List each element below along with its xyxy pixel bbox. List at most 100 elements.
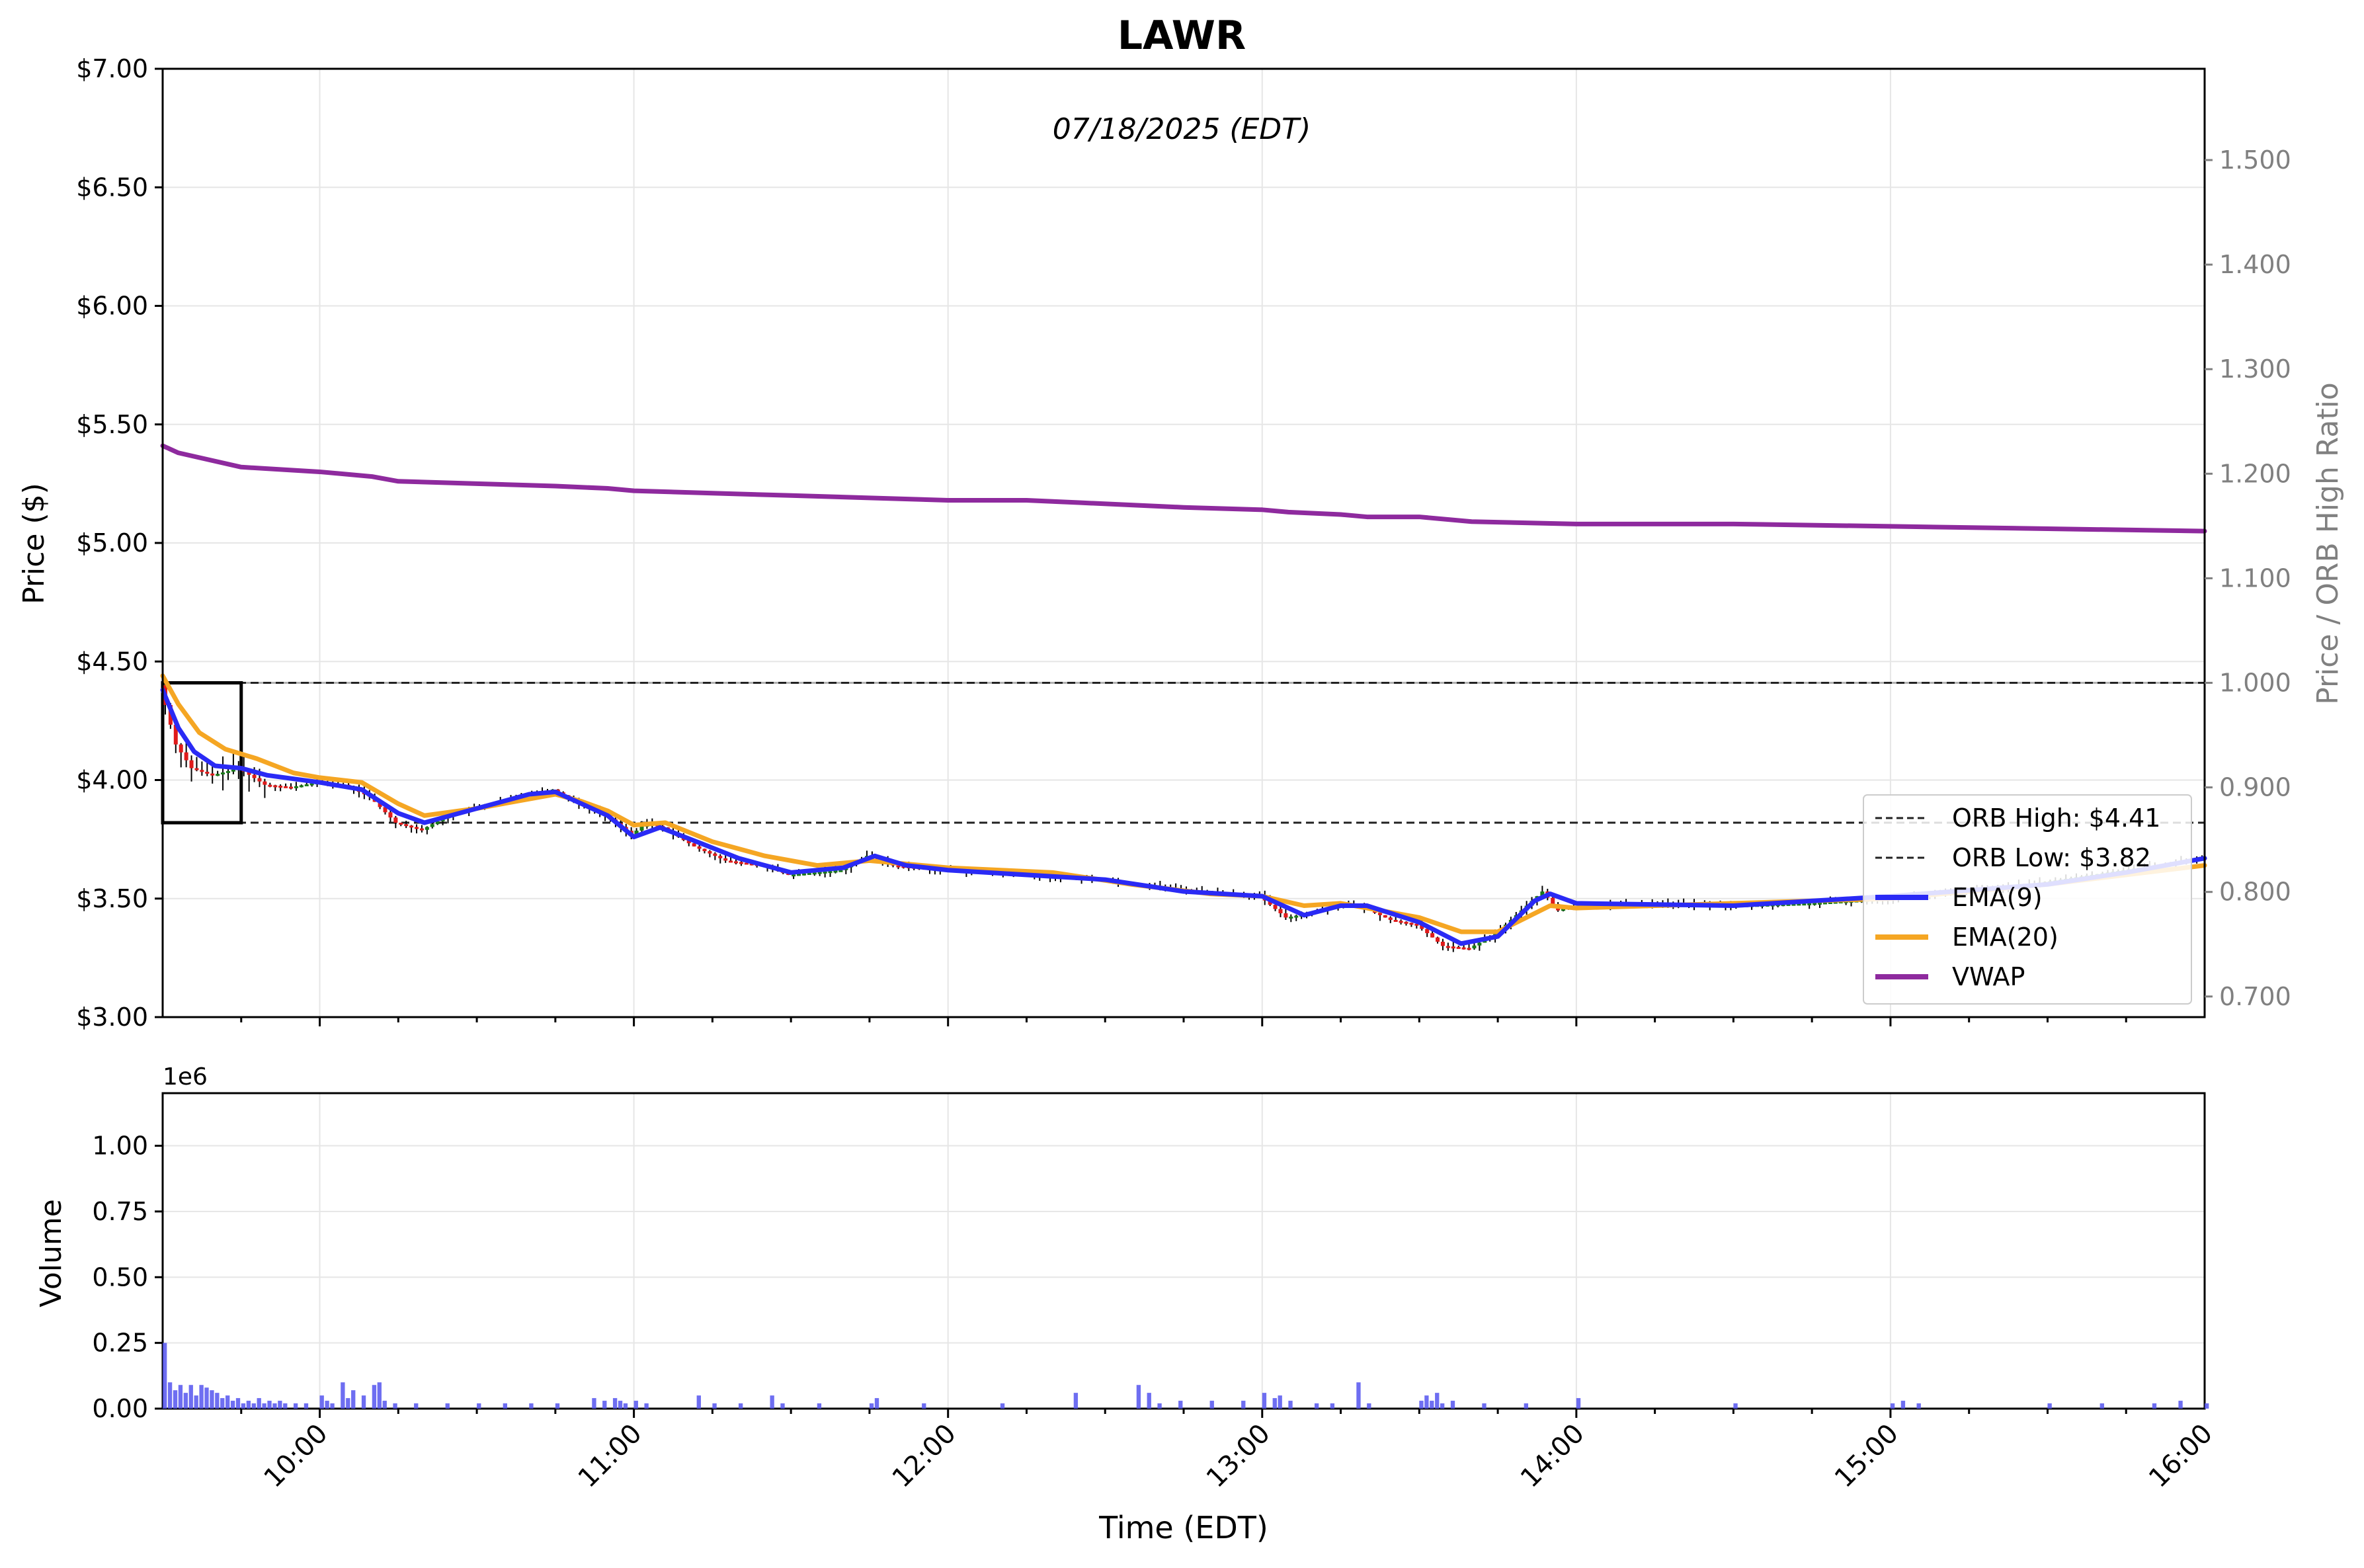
- candle-down: [1430, 933, 1435, 938]
- candle-down: [252, 774, 257, 778]
- volume-bar: [183, 1393, 188, 1409]
- candle-up: [833, 870, 838, 873]
- volume-bar: [555, 1403, 560, 1409]
- volume-bar: [1435, 1393, 1440, 1409]
- candle-down: [1551, 897, 1555, 905]
- candle-down: [173, 724, 178, 745]
- price-tick-label: $7.00: [76, 54, 148, 83]
- volume-bar: [1241, 1401, 1246, 1409]
- volume-bar: [225, 1395, 230, 1409]
- candle-up: [1294, 915, 1299, 918]
- candle-down: [273, 785, 278, 788]
- volume-bar: [251, 1403, 256, 1409]
- candle-up: [823, 871, 827, 874]
- volume-bar: [235, 1398, 241, 1409]
- candle-down: [288, 786, 293, 789]
- volume-bar: [869, 1403, 874, 1409]
- candle-up: [231, 769, 235, 772]
- volume-bar: [1356, 1382, 1361, 1409]
- candle-up: [1807, 903, 1812, 905]
- candle-down: [1388, 917, 1393, 921]
- volume-bar: [1147, 1393, 1151, 1409]
- candle-down: [713, 853, 717, 856]
- legend-orb-low-label: ORB Low: $3.82: [1952, 843, 2151, 872]
- vwap-line: [160, 443, 2207, 534]
- volume-bar: [194, 1395, 198, 1409]
- candle-up: [792, 874, 796, 877]
- legend: ORB High: $4.41 ORB Low: $3.82 EMA(9) EM…: [1863, 794, 2192, 1005]
- candle-up: [828, 871, 833, 874]
- candle-up: [216, 774, 220, 776]
- volume-bar: [1136, 1385, 1141, 1409]
- volume-bar: [2099, 1403, 2104, 1409]
- price-tick-label: $3.00: [76, 1003, 148, 1032]
- price-tick-label: $3.50: [76, 884, 148, 913]
- volume-bar: [1073, 1393, 1079, 1409]
- volume-bar: [377, 1382, 382, 1409]
- candle-down: [263, 781, 267, 785]
- candle-up: [807, 873, 811, 876]
- volume-bar: [1440, 1403, 1445, 1409]
- candle-down: [278, 786, 283, 788]
- candle-up: [294, 786, 298, 788]
- legend-ema20-label: EMA(20): [1952, 923, 2058, 952]
- volume-bar: [623, 1403, 628, 1409]
- volume-bar: [272, 1403, 277, 1409]
- candle-down: [415, 827, 419, 829]
- candle-down: [1446, 946, 1450, 948]
- candle-up: [1477, 942, 1482, 946]
- volume-bar: [612, 1398, 618, 1409]
- candle-up: [435, 821, 440, 825]
- candle-down: [1268, 900, 1272, 905]
- volume-bar: [1288, 1401, 1293, 1409]
- candle-up: [838, 870, 843, 872]
- volume-bar: [257, 1398, 261, 1409]
- ratio-tick-label: 0.700: [2219, 982, 2291, 1011]
- ratio-tick-label: 1.000: [2219, 669, 2291, 698]
- candle-up: [1781, 904, 1785, 907]
- candle-up: [1813, 903, 1817, 905]
- candle-down: [686, 840, 691, 844]
- volume-bar: [325, 1401, 329, 1409]
- candle-down: [1409, 923, 1414, 925]
- candle-down: [896, 865, 901, 868]
- candle-down: [739, 862, 743, 864]
- volume-bar: [267, 1401, 272, 1409]
- price-tick-label: $6.50: [76, 173, 148, 202]
- candle-down: [257, 778, 262, 782]
- volume-bar: [529, 1403, 534, 1409]
- candle-up: [1838, 901, 1843, 904]
- volume-bar: [230, 1401, 235, 1409]
- candle-down: [1440, 941, 1445, 946]
- candle-up: [425, 827, 429, 830]
- volume-bar: [1524, 1403, 1529, 1409]
- price-tick-label: $4.00: [76, 766, 148, 795]
- price-axis-label: Price ($): [17, 483, 51, 604]
- volume-bar: [738, 1403, 743, 1409]
- volume-bar: [346, 1398, 350, 1409]
- volume-bar: [1178, 1401, 1183, 1409]
- ratio-tick-label: 0.800: [2219, 878, 2291, 907]
- candle-down: [1456, 946, 1461, 949]
- candle-up: [1472, 945, 1477, 949]
- candle-down: [723, 858, 728, 861]
- volume-bar: [319, 1395, 324, 1409]
- legend-box: [1863, 794, 2192, 1005]
- volume-bar: [618, 1401, 623, 1409]
- candle-down: [749, 863, 754, 866]
- price-tick-label: $5.00: [76, 528, 148, 557]
- volume-bar: [1900, 1401, 1906, 1409]
- volume-bar: [770, 1395, 774, 1409]
- volume-bar: [351, 1390, 356, 1409]
- candle-down: [378, 802, 382, 807]
- candle-down: [708, 851, 712, 854]
- price-tick-label: $6.00: [76, 292, 148, 321]
- volume-bar: [1430, 1401, 1434, 1409]
- volume-bar: [246, 1401, 251, 1409]
- candle-down: [1399, 921, 1403, 923]
- ratio-tick-label: 0.900: [2219, 773, 2291, 802]
- volume-bar: [1314, 1403, 1319, 1409]
- volume-tick-label: 0.00: [92, 1394, 148, 1423]
